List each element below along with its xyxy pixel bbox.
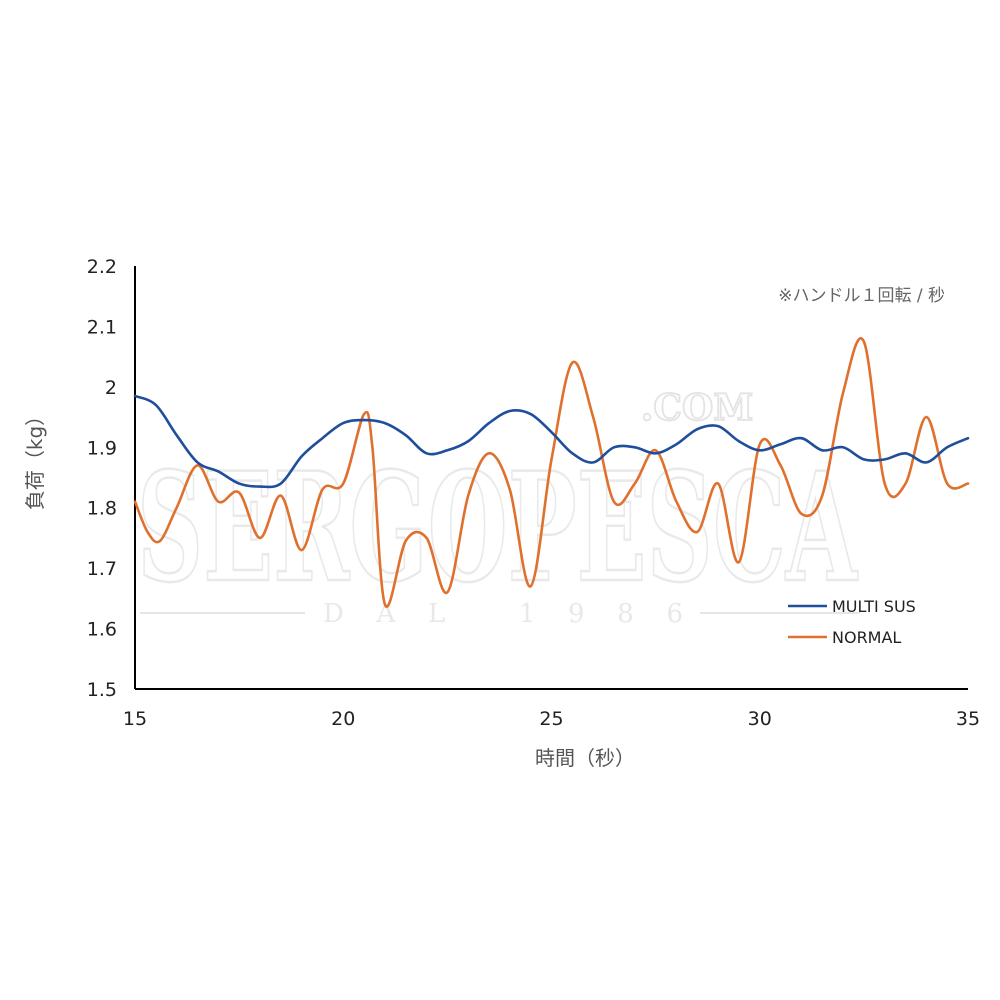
watermark-domain: .COM xyxy=(641,387,753,429)
y-tick-label: 1.9 xyxy=(87,437,117,459)
y-tick-label: 1.6 xyxy=(87,619,117,641)
y-axis-title: 負荷（kg） xyxy=(23,406,47,510)
series-line-multi-sus xyxy=(133,394,970,489)
watermark-main: SERGOPESCA xyxy=(137,440,859,616)
x-axis-title: 時間（秒） xyxy=(535,746,635,770)
y-tick-label: 1.5 xyxy=(87,679,117,701)
legend: MULTI SUS NORMAL xyxy=(788,597,916,647)
x-tick-labels: 15 20 25 30 35 xyxy=(123,708,980,730)
series-line-normal xyxy=(133,337,970,609)
x-tick-label: 15 xyxy=(123,708,147,730)
watermark: SERGOPESCA .COM DAL 1986 xyxy=(136,386,860,629)
y-tick-labels: 1.5 1.6 1.7 1.8 1.9 2 2.1 2.2 xyxy=(87,256,117,701)
x-tick-label: 25 xyxy=(539,708,563,730)
y-tick-label: 1.7 xyxy=(87,558,117,580)
y-tick-label: 2 xyxy=(105,377,117,399)
series-lines xyxy=(133,337,970,609)
x-tick-label: 20 xyxy=(331,708,355,730)
x-tick-label: 35 xyxy=(956,708,980,730)
legend-label: NORMAL xyxy=(832,628,901,647)
y-tick-label: 2.2 xyxy=(87,256,117,278)
chart-note: ※ハンドル１回転 / 秒 xyxy=(778,286,945,306)
x-tick-label: 30 xyxy=(748,708,772,730)
y-tick-label: 1.8 xyxy=(87,498,117,520)
legend-label: MULTI SUS xyxy=(832,597,916,616)
y-tick-label: 2.1 xyxy=(87,316,117,338)
